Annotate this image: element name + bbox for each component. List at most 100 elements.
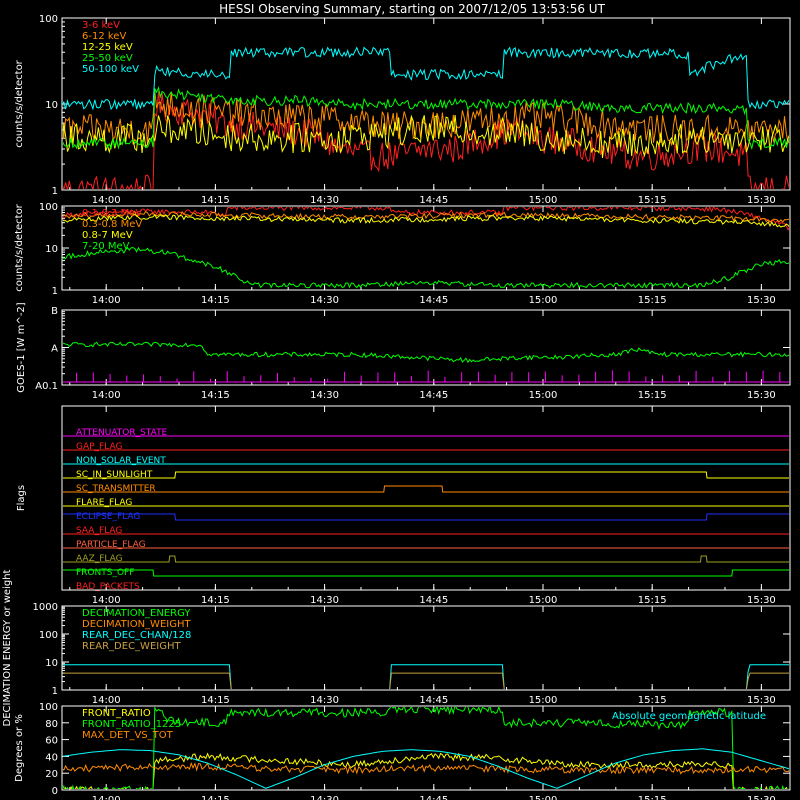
highenergy-legend-0-3-0-8-mev: 0.3-0.8 MeV (82, 219, 142, 230)
decimation-x-tick-label: 14:15 (201, 695, 230, 706)
flag-label-particle-flag: PARTICLE_FLAG (76, 540, 146, 550)
flag-label-attenuator-state: ATTENUATOR_STATE (76, 428, 168, 438)
flag-line-fronts-off (63, 569, 789, 577)
goes-x-tick-label: 15:00 (529, 390, 558, 401)
goes-y-axis-label: GOES-1 [W m^-2] (16, 302, 27, 392)
flag-label-non-solar-event: NON_SOLAR_EVENT (76, 456, 166, 466)
highenergy-series-line-0-3-0-8-mev (63, 210, 789, 223)
decimation-x-tick-label: 15:15 (638, 695, 667, 706)
highenergy-y-tick-label: 10 (45, 244, 58, 255)
highenergy-legend-7-20-mev: 7-20 MeV (82, 241, 130, 252)
decimation-y-tick-label: 1 (52, 686, 58, 697)
lowenergy-x-tick-label: 15:00 (529, 195, 558, 206)
panel-flags: 14:00 14:15 14:30 14:45 15:00 15:15 15:30 Flags… (16, 405, 791, 606)
lowenergy-legend-25-50-kev: 25-50 keV (82, 53, 133, 64)
highenergy-x-tick-label: 14:15 (201, 295, 230, 306)
decimation-x-tick-label: 14:45 (419, 695, 448, 706)
highenergy-x-tick-label: 15:15 (638, 295, 667, 306)
decimation-series-line-rear-dec-weight (63, 672, 789, 689)
flag-label-bad-packets: BAD_PACKETS (76, 582, 140, 592)
highenergy-x-tick-label: 15:00 (529, 295, 558, 306)
decimation-legend-decimation-weight: DECIMATION_WEIGHT (82, 619, 191, 630)
flags-x-tick-label: 15:30 (747, 595, 776, 606)
decimation-legend-rear-dec-weight: REAR_DEC_WEIGHT (82, 641, 181, 652)
ratios-y-tick-label: 0 (52, 786, 58, 797)
panel-decimation: 14:00 14:15 14:30 14:45 15:00 15:15 15:30 1 10 10… (2, 569, 791, 726)
highenergy-x-tick-label: 15:30 (747, 295, 776, 306)
ratios-series-line-absolute-geomagnetic-latitude (63, 748, 789, 789)
decimation-x-tick-label: 14:30 (310, 695, 339, 706)
decimation-legend-rear-dec-chan-128: REAR_DEC_CHAN/128 (82, 630, 191, 641)
panel-lowenergy: 14:00 14:15 14:30 14:45 15:00 15:15 15:30 1 10 10… (14, 14, 791, 206)
decimation-y-tick-label: 100 (39, 630, 58, 641)
lowenergy-series-line-6-12-kev (63, 90, 789, 147)
decimation-y-tick-label: 10 (45, 658, 58, 669)
ratios-series-line-front-ratio (63, 752, 788, 789)
lowenergy-x-tick-label: 15:30 (747, 195, 776, 206)
flag-label-saa-flag: SAA_FLAG (76, 526, 122, 536)
ratios-x-tick-label: 14:45 (419, 795, 448, 800)
goes-y-tick-label: A0.1 (35, 381, 58, 392)
ratios-y-tick-label: 60 (45, 736, 58, 747)
flags-x-tick-label: 14:15 (201, 595, 230, 606)
lowenergy-series-line-25-50-kev (63, 86, 789, 151)
decimation-y-axis-label: DECIMATION ENERGY or weight (2, 569, 13, 726)
highenergy-x-tick-label: 14:45 (419, 295, 448, 306)
highenergy-y-tick-label: 1 (52, 286, 58, 297)
ratios-series-line-front-ratio-1225 (63, 707, 789, 789)
ratios-y-tick-label: 80 (45, 719, 58, 730)
goes-x-tick-label: 15:30 (747, 390, 776, 401)
lowenergy-legend-12-25-kev: 12-25 keV (82, 42, 133, 53)
flag-line-eclipse-flag (63, 513, 789, 521)
lowenergy-series-line-12-25-kev (63, 114, 789, 159)
goes-y-tick-label: A (51, 344, 58, 355)
lowenergy-plot-area (63, 46, 789, 189)
flag-label-sc-in-sunlight: SC_IN_SUNLIGHT (76, 470, 153, 480)
goes-x-tick-label: 14:00 (92, 390, 121, 401)
lowenergy-x-tick-label: 14:00 (92, 195, 121, 206)
lowenergy-y-tick-label: 100 (39, 14, 58, 25)
ratios-annotation: Absolute geomagnetic latitude (612, 711, 766, 722)
ratios-y-axis-label: Degrees or % (14, 714, 25, 782)
flags-x-tick-label: 14:00 (92, 595, 121, 606)
ratios-legend-front-ratio: FRONT_RATIO (82, 708, 151, 719)
decimation-x-tick-label: 14:00 (92, 695, 121, 706)
flag-line-sc-in-sunlight (63, 471, 789, 479)
lowenergy-x-tick-label: 15:15 (638, 195, 667, 206)
lowenergy-series-line-50-100-kev (63, 46, 789, 111)
lowenergy-y-axis-label: counts/s/detector (14, 59, 25, 147)
flag-label-fronts-off: FRONTS_OFF (76, 568, 134, 578)
highenergy-plot-area (63, 207, 789, 289)
lowenergy-x-tick-label: 14:30 (310, 195, 339, 206)
flag-label-flare-flag: FLARE_FLAG (76, 498, 132, 508)
panel-highenergy: 14:00 14:15 14:30 14:45 15:00 15:15 15:30 1 10 10… (14, 202, 791, 306)
ratios-legend-max-det-vs-tot: MAX_DET_VS_TOT (82, 730, 174, 741)
ratios-x-tick-label: 14:30 (310, 795, 339, 800)
flags-x-tick-label: 15:15 (638, 595, 667, 606)
flag-line-aaz-flag (63, 555, 789, 563)
highenergy-series-line-0-8-7-mev (63, 213, 789, 228)
decimation-x-tick-label: 15:30 (747, 695, 776, 706)
ratios-plot-area (63, 707, 789, 789)
goes-y-tick-label: B (51, 306, 58, 317)
lowenergy-legend-6-12-kev: 6-12 keV (82, 31, 126, 42)
flag-label-gap-flag: GAP_FLAG (76, 442, 122, 452)
panels: 14:00 14:15 14:30 14:45 15:00 15:15 15:3011010… (2, 14, 791, 800)
goes-x-tick-label: 14:30 (310, 390, 339, 401)
goes-x-tick-label: 15:15 (638, 390, 667, 401)
goes-plot-area (63, 341, 789, 383)
ratios-axes-box (61, 705, 791, 791)
highenergy-x-tick-label: 14:00 (92, 295, 121, 306)
highenergy-y-axis-label: counts/s/detector (14, 203, 25, 291)
highenergy-series-line-7-20-mev (63, 246, 789, 289)
flag-label-eclipse-flag: ECLIPSE_FLAG (76, 512, 140, 522)
highenergy-x-tick-label: 14:30 (310, 295, 339, 306)
flags-plot-area (63, 435, 789, 577)
panel-goes: 14:00 14:15 14:30 14:45 15:00 15:15 15:30 A0.1 A… (16, 302, 791, 401)
ratios-x-tick-label: 15:00 (529, 795, 558, 800)
ratios-y-tick-label: 40 (45, 752, 58, 763)
decimation-x-tick-label: 15:00 (529, 695, 558, 706)
flag-label-sc-transmitter: SC_TRANSMITTER (76, 484, 156, 494)
ratios-x-tick-label: 14:00 (92, 795, 121, 800)
goes-x-tick-label: 14:15 (201, 390, 230, 401)
